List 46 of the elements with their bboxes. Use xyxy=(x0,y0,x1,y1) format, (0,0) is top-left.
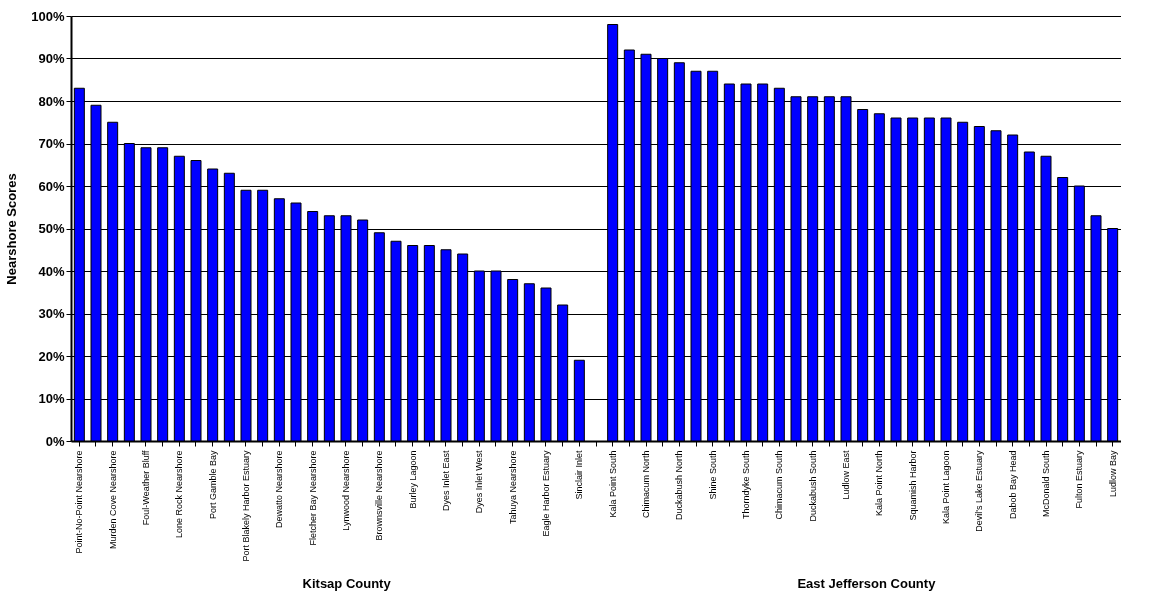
x-tick-label: Lone Rock Nearshore xyxy=(174,450,185,539)
x-tick-label: Duckabush North xyxy=(674,450,685,521)
text: East Jefferson County xyxy=(797,576,937,591)
x-tick-label: Tahuya Nearshore xyxy=(507,450,518,525)
x-tick-label: Devil's Lake Estuary xyxy=(974,450,985,532)
x-tick-label: Burley Lagoon xyxy=(407,450,418,509)
y-tick-label: 30% xyxy=(38,306,65,321)
text: Kitsap County xyxy=(302,576,392,591)
x-tick-label: Sinclair Inlet xyxy=(574,450,585,500)
x-tick-label: Brownsville Nearshore xyxy=(374,450,385,541)
y-tick-label: 100% xyxy=(31,8,65,24)
x-tick-label: Dyes Inlet East xyxy=(441,450,451,512)
x-tick-label: Chimacum South xyxy=(774,450,785,520)
x-tick-label: Chimacum North xyxy=(641,450,651,519)
x-tick-label: Ludlow East xyxy=(841,450,851,500)
x-tick-label: McDonald South xyxy=(1041,450,1051,518)
x-tick-label: Duckabush South xyxy=(807,450,818,522)
y-tick-label: 90% xyxy=(38,51,65,66)
x-tick-label: Fletcher Bay Nearshore xyxy=(307,450,318,546)
y-tick-label: 0% xyxy=(45,433,65,449)
x-tick-label: Dabob Bay Head xyxy=(1007,450,1018,520)
x-tick-label: Squamish Harbor xyxy=(907,450,918,521)
x-tick-label: Dewatto Nearshore xyxy=(274,450,285,529)
x-tick-label: Lynwood Nearshore xyxy=(341,450,351,531)
x-tick-label: Port Blakely Harbor Estuary xyxy=(241,450,251,562)
x-tick-label: Foul-Weather Bluff xyxy=(141,450,151,526)
y-tick-label: 80% xyxy=(38,93,65,109)
y-tick-label: 40% xyxy=(38,263,65,279)
y-tick-label: 10% xyxy=(38,391,65,406)
x-tick-label: Eagle Harbor Estuary xyxy=(541,450,551,537)
x-tick-label: Point-No-Point Nearshore xyxy=(74,450,85,554)
x-tick-label: Dyes Inlet West xyxy=(474,450,485,514)
y-tick-label: 50% xyxy=(38,221,65,236)
x-tick-label: Murden Cove Nearshore xyxy=(107,450,118,550)
x-tick-label: Kala Point Lagoon xyxy=(941,450,951,525)
x-tick-label: Ludlow Bay xyxy=(1107,450,1118,498)
y-tick-label: 60% xyxy=(38,178,65,194)
x-tick-label: Thorndyke South xyxy=(741,450,751,520)
x-tick-label: Fulton Estuary xyxy=(1074,450,1085,509)
y-tick-label: 20% xyxy=(38,348,65,364)
y-tick-label: 70% xyxy=(38,136,65,151)
y-axis-title: Nearshore Scores xyxy=(4,173,20,285)
x-tick-label: Kala Point North xyxy=(874,450,885,517)
x-tick-label: Kala Point South xyxy=(607,450,618,518)
x-tick-label: Port Gamble Bay xyxy=(207,450,218,520)
x-tick-label: Shine South xyxy=(707,450,718,500)
